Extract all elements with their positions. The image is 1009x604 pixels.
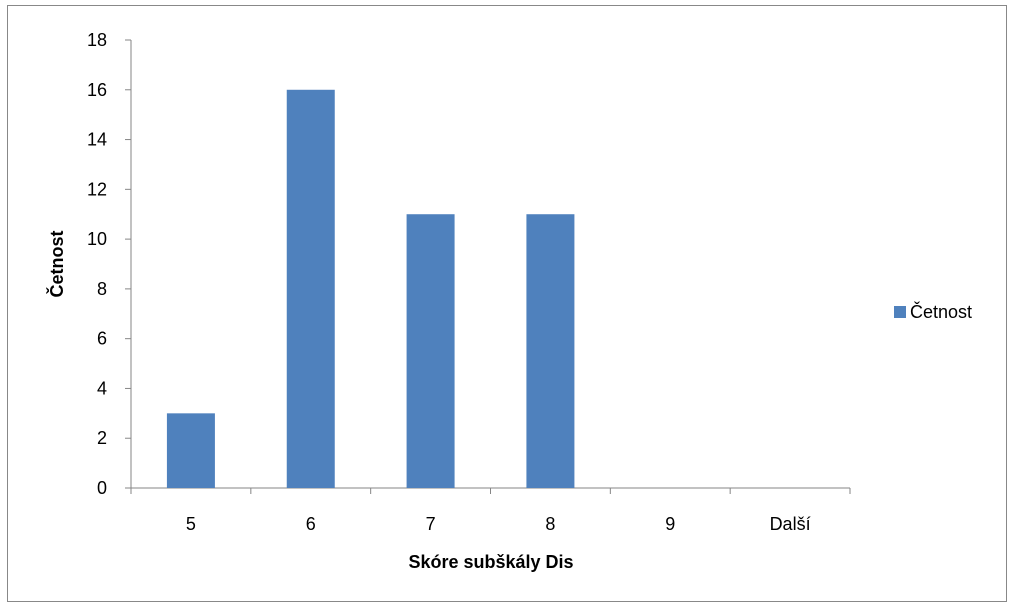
legend: Četnost — [894, 301, 972, 322]
bar-8 — [526, 214, 575, 488]
x-tick-label: 6 — [306, 514, 316, 534]
y-axis-title: Četnost — [46, 230, 67, 297]
legend-label: Četnost — [910, 301, 972, 322]
bars — [166, 89, 575, 489]
x-tick-label: 9 — [665, 514, 675, 534]
y-tick-label: 16 — [87, 80, 107, 100]
x-tick-label: 5 — [186, 514, 196, 534]
y-tick-label: 0 — [97, 478, 107, 498]
y-tick-label: 14 — [87, 130, 107, 150]
bar-7 — [406, 214, 455, 488]
x-tick-label: 7 — [426, 514, 436, 534]
y-tick-label: 6 — [97, 329, 107, 349]
x-axis-title: Skóre subškály Dis — [408, 552, 573, 572]
y-tick-label: 4 — [97, 378, 107, 398]
bar-5 — [166, 413, 215, 488]
y-tick-label: 18 — [87, 30, 107, 50]
bar-6 — [286, 89, 335, 489]
y-axis: 0 2 4 6 8 10 12 14 16 18 — [87, 30, 132, 498]
y-tick-label: 2 — [97, 428, 107, 448]
chart-area — [7, 5, 1007, 602]
y-tick-label: 8 — [97, 279, 107, 299]
y-tick-label: 10 — [87, 229, 107, 249]
x-axis: 5 6 7 8 9 Další — [130, 487, 851, 534]
y-tick-label: 12 — [87, 179, 107, 199]
x-tick-label: 8 — [545, 514, 555, 534]
legend-swatch — [894, 306, 906, 318]
x-tick-label: Další — [770, 514, 811, 534]
